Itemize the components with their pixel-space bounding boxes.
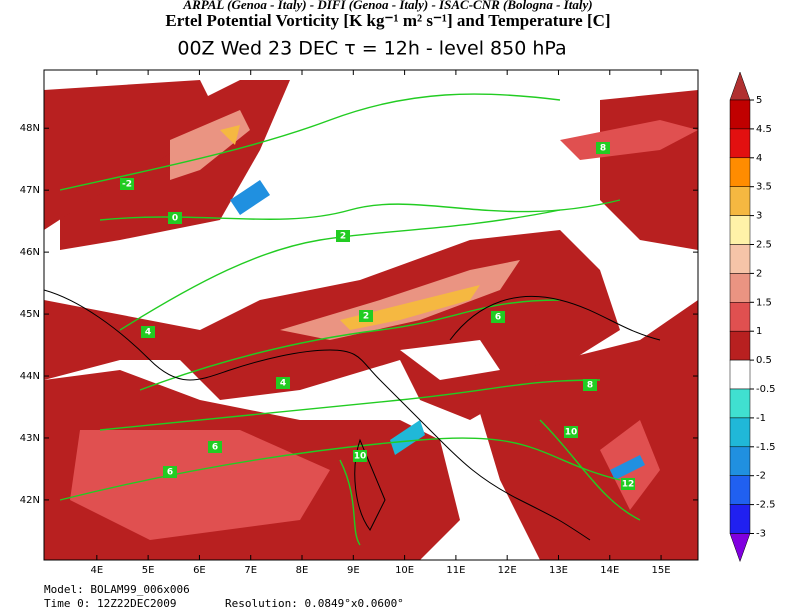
contour-label-box — [564, 426, 578, 438]
contour-label: 8 — [587, 381, 593, 391]
lon-tick-label: 10E — [395, 565, 414, 576]
contour-label-box — [359, 310, 373, 322]
contour-label-box — [336, 230, 350, 242]
lat-tick-label: 42N — [20, 495, 40, 506]
contour-label: 4 — [280, 379, 286, 389]
lon-tick-label: 12E — [498, 565, 517, 576]
lat-tick-label: 45N — [20, 309, 40, 320]
colorbar-label: 2 — [756, 268, 762, 279]
colorbar-label: 3.5 — [756, 182, 772, 193]
footer-time: Time 0: 12Z22DEC2009 — [44, 597, 176, 610]
colorbar-label: -1 — [756, 413, 766, 424]
lat-tick-label: 46N — [20, 247, 40, 258]
colorbar-label: -2.5 — [756, 500, 776, 511]
colorbar-bin — [729, 330, 751, 361]
contour-label: 2 — [363, 312, 369, 322]
contour-label-box — [141, 326, 155, 338]
lon-tick-label: 9E — [347, 565, 360, 576]
contour-label: 6 — [212, 443, 218, 453]
colorbar-bin — [729, 157, 751, 187]
contour-label-box — [583, 379, 597, 391]
lon-tick-label: 15E — [652, 565, 671, 576]
colorbar-label: 0.5 — [756, 355, 772, 366]
colorbar-bin — [729, 128, 751, 159]
contour-label: 12 — [622, 480, 635, 490]
colorbar-label: -0.5 — [756, 384, 776, 395]
lat-tick-label: 43N — [20, 433, 40, 444]
colorbar-bin — [729, 388, 751, 419]
footer-resolution: Resolution: 0.0849°x0.0600° — [225, 597, 404, 610]
contour-label: 0 — [172, 214, 178, 224]
lon-tick-label: 11E — [446, 565, 465, 576]
contour-label-box — [596, 142, 610, 154]
contour-label-box — [353, 450, 367, 462]
contour-label: 6 — [167, 468, 173, 478]
colorbar-bin — [729, 504, 751, 534]
colorbar-bin — [729, 215, 751, 245]
lon-tick-label: 6E — [193, 565, 206, 576]
contour-label: 4 — [145, 328, 151, 338]
colorbar-bin — [729, 273, 751, 303]
contour-label: -2 — [122, 180, 132, 190]
contour-label-box — [621, 478, 635, 490]
colorbar-label: 2.5 — [756, 240, 772, 251]
contour-label: 10 — [565, 428, 578, 438]
colorbar-bin — [729, 533, 751, 563]
lon-tick-label: 8E — [296, 565, 309, 576]
title: Ertel Potential Vorticity [K kg⁻¹ m² s⁻¹… — [165, 11, 610, 30]
colorbar-label: 3 — [756, 211, 762, 222]
colorbar-label: 1.5 — [756, 297, 772, 308]
colorbar-label: -3 — [756, 529, 766, 540]
footer-model: Model: BOLAM99_006x006 — [44, 583, 190, 596]
contour-label-box — [276, 377, 290, 389]
lon-tick-label: 7E — [244, 565, 257, 576]
colorbar-label: 4 — [756, 153, 762, 164]
colorbar-bin — [729, 71, 751, 101]
contour-label-box — [120, 178, 134, 190]
colorbar-bin — [729, 417, 751, 448]
lon-tick-label: 5E — [142, 565, 155, 576]
colorbar-bin — [729, 359, 751, 390]
colorbar-bin — [729, 244, 751, 274]
contour-label: 10 — [354, 452, 367, 462]
contour-label: 8 — [600, 144, 606, 154]
credits: ARPAL (Genoa - Italy) - DIFI (Genoa - It… — [182, 0, 592, 12]
contour-label: 6 — [495, 313, 501, 323]
colorbar-label: 4.5 — [756, 124, 772, 135]
contour-label-box — [168, 212, 182, 224]
subtitle: 00Z Wed 23 DEC τ = 12h - level 850 hPa — [177, 38, 566, 60]
colorbar-bin — [729, 99, 751, 130]
lon-tick-label: 4E — [90, 565, 103, 576]
lon-tick-label: 13E — [549, 565, 568, 576]
contour-label-box — [163, 466, 177, 478]
map-frame — [43, 69, 699, 561]
lat-tick-label: 47N — [20, 185, 40, 196]
colorbar-label: 5 — [756, 95, 762, 106]
colorbar-label: -2 — [756, 471, 766, 482]
lat-tick-label: 44N — [20, 371, 40, 382]
colorbar-bin — [729, 186, 751, 216]
contour-label-box — [208, 441, 222, 453]
colorbar-bin — [729, 475, 751, 505]
colorbar-bin — [729, 302, 751, 332]
contour-label-box — [491, 311, 505, 323]
contour-label: 2 — [340, 232, 346, 242]
colorbar-label: -1.5 — [756, 442, 776, 453]
colorbar-label: 1 — [756, 326, 762, 337]
lon-tick-label: 14E — [600, 565, 619, 576]
colorbar-bin — [729, 446, 751, 476]
lat-tick-label: 48N — [20, 123, 40, 134]
temperature-contours — [59, 93, 641, 546]
